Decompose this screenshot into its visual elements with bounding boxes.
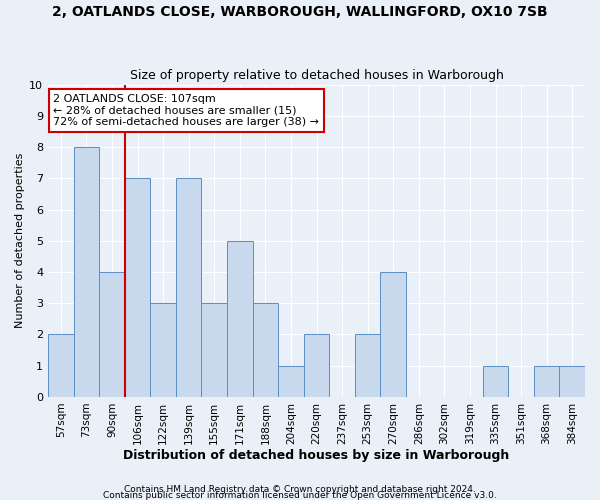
Bar xyxy=(227,241,253,397)
Bar xyxy=(559,366,585,397)
Bar xyxy=(355,334,380,397)
Text: 2, OATLANDS CLOSE, WARBOROUGH, WALLINGFORD, OX10 7SB: 2, OATLANDS CLOSE, WARBOROUGH, WALLINGFO… xyxy=(52,5,548,19)
Bar xyxy=(253,303,278,397)
Bar xyxy=(125,178,151,397)
Bar xyxy=(202,303,227,397)
Text: 2 OATLANDS CLOSE: 107sqm
← 28% of detached houses are smaller (15)
72% of semi-d: 2 OATLANDS CLOSE: 107sqm ← 28% of detach… xyxy=(53,94,319,127)
Text: Contains HM Land Registry data © Crown copyright and database right 2024.: Contains HM Land Registry data © Crown c… xyxy=(124,484,476,494)
Bar xyxy=(48,334,74,397)
X-axis label: Distribution of detached houses by size in Warborough: Distribution of detached houses by size … xyxy=(124,450,509,462)
Title: Size of property relative to detached houses in Warborough: Size of property relative to detached ho… xyxy=(130,69,503,82)
Bar xyxy=(99,272,125,397)
Text: Contains public sector information licensed under the Open Government Licence v3: Contains public sector information licen… xyxy=(103,490,497,500)
Bar xyxy=(176,178,202,397)
Bar xyxy=(278,366,304,397)
Y-axis label: Number of detached properties: Number of detached properties xyxy=(15,153,25,328)
Bar xyxy=(304,334,329,397)
Bar xyxy=(534,366,559,397)
Bar xyxy=(151,303,176,397)
Bar xyxy=(74,147,99,397)
Bar xyxy=(380,272,406,397)
Bar xyxy=(483,366,508,397)
